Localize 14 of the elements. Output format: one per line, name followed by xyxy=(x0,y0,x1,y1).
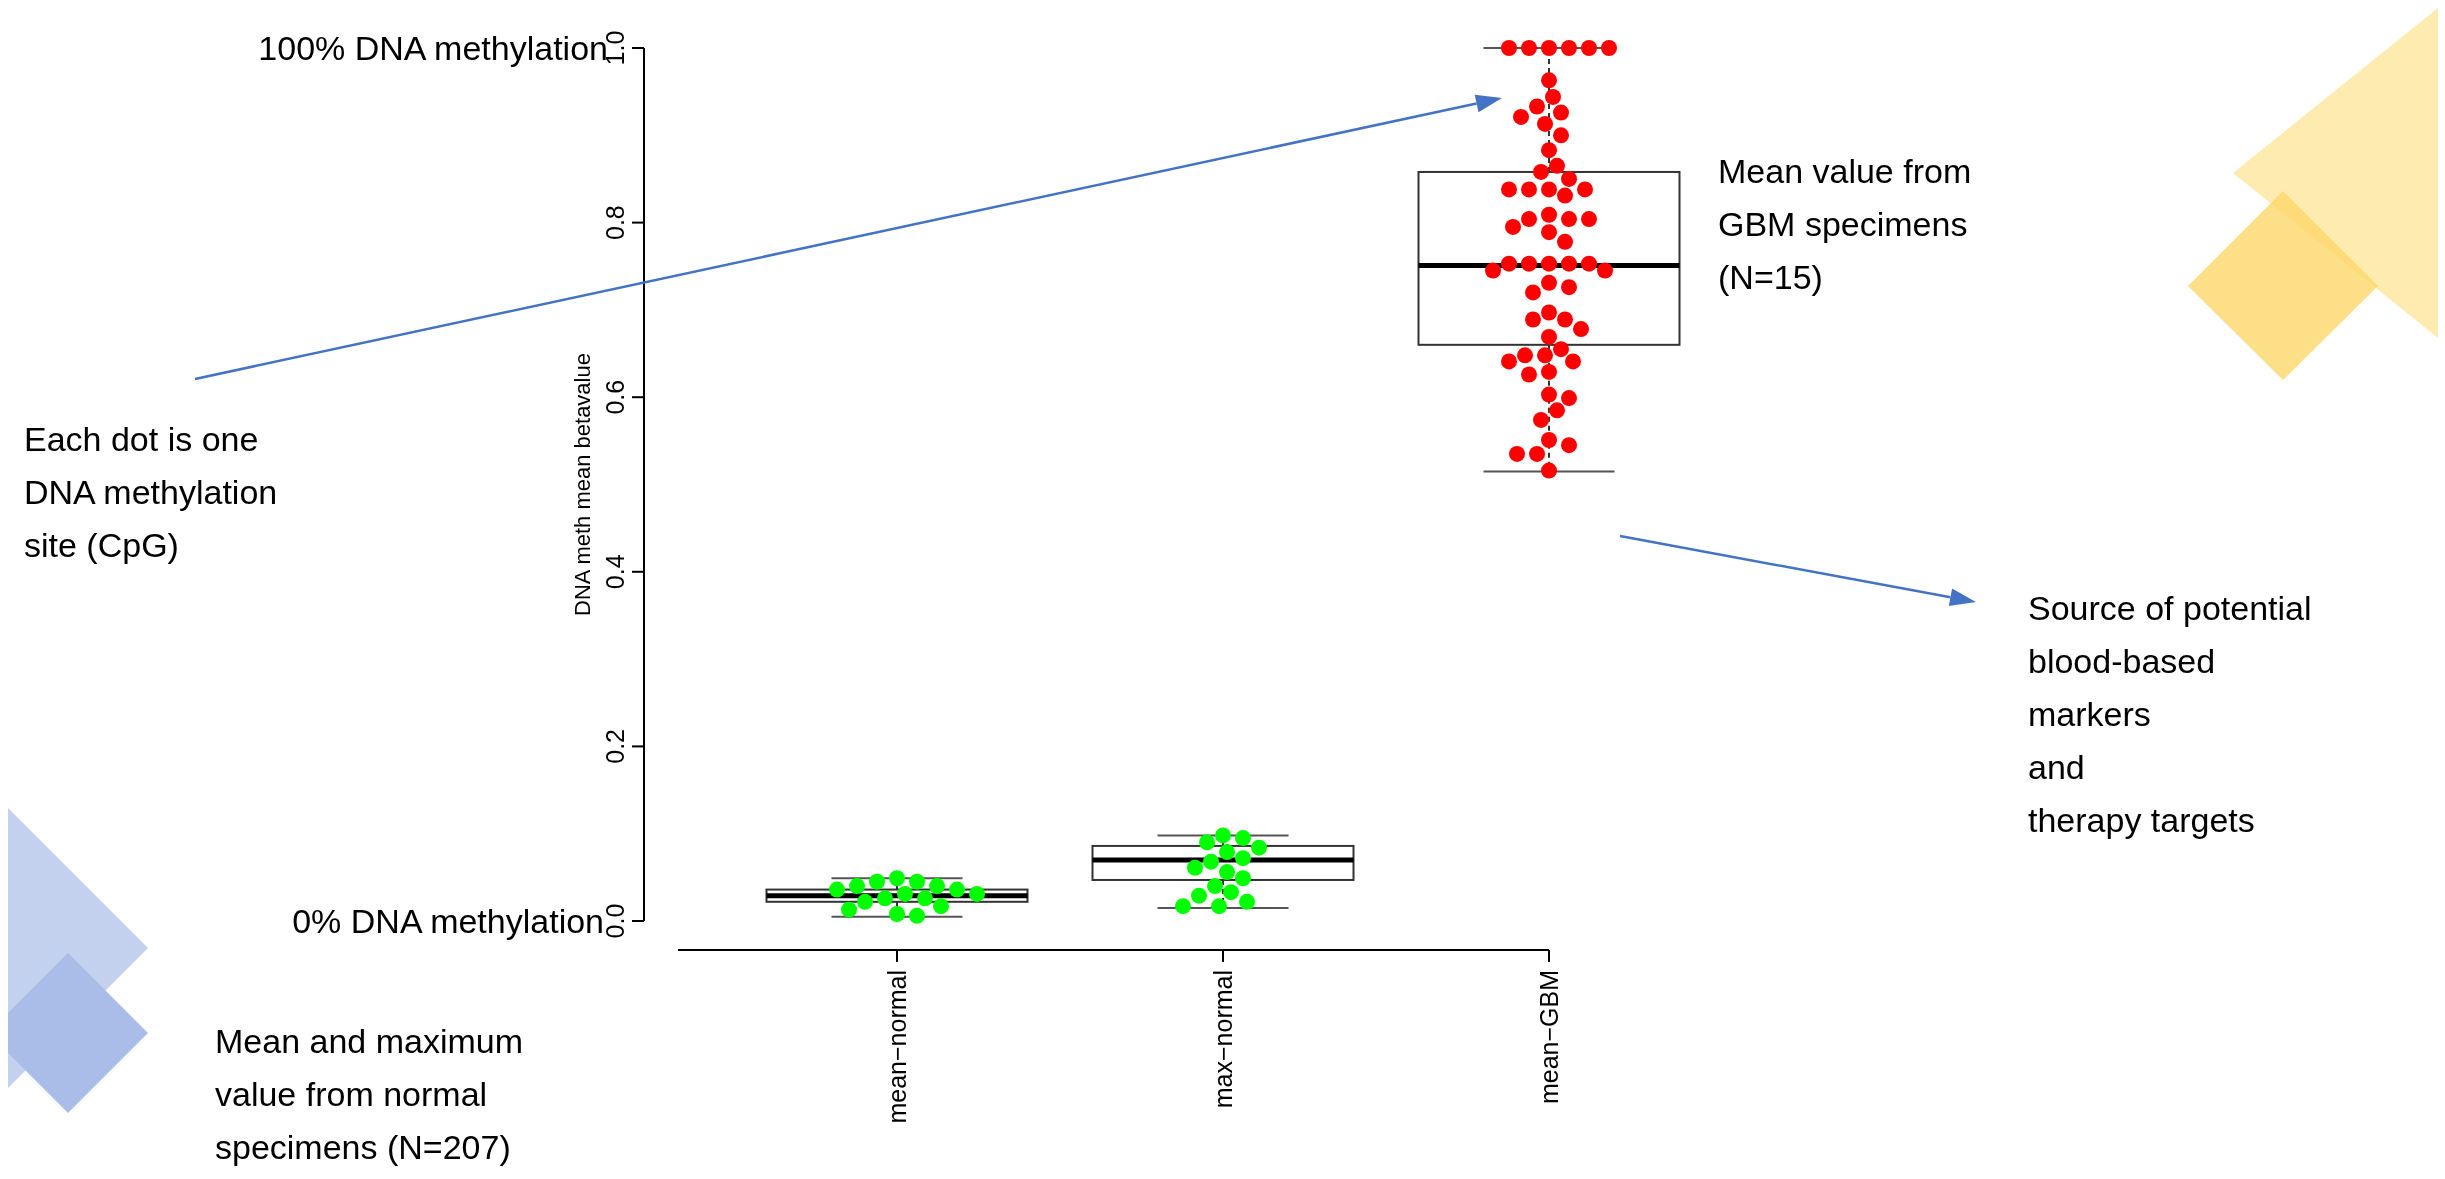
text: Mean and maximum value from normal specimens (N=207) xyxy=(215,1022,524,1166)
x-tick-label: mean−GBM xyxy=(1535,970,1563,1105)
y-tick-label: 0.0 xyxy=(601,903,629,939)
text: 0% DNA methylation xyxy=(292,902,604,940)
source-note: Source of potential blood-based markers and therapy targets xyxy=(2028,589,2312,839)
x-tick-label: max−normal xyxy=(1209,970,1237,1109)
y-axis-title: DNA meth mean betavalue xyxy=(570,353,595,616)
text: Mean value from GBM specimens (N=15) xyxy=(1718,152,1972,296)
y-tick-label: 0.2 xyxy=(601,729,629,764)
y-tick-label: 0.4 xyxy=(601,554,629,590)
y-tick-label: 0.6 xyxy=(601,379,629,415)
text: Each dot is one DNA methylation site (CpG) xyxy=(24,420,278,564)
y-tick-label: 0.8 xyxy=(601,205,629,240)
x-tick-label: mean−normal xyxy=(883,970,911,1124)
